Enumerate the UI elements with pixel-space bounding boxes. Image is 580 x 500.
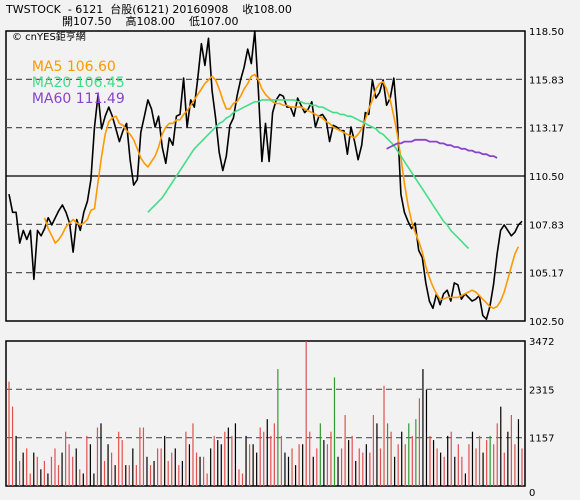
volume-tick-label: 3472 [529,337,554,348]
legend-ma60: MA60 111.49 [14,75,125,123]
legend-ma60-value: 111.49 [75,91,125,107]
series-line-ma5 [43,73,520,310]
price-tick-label: 105.17 [529,269,564,280]
legend-ma5-value: 106.60 [66,59,116,75]
price-panel: 118.50 115.83 113.17 110.50 107.83 105.17 102.… [5,27,564,328]
series-line-ma60 [386,138,498,159]
price-tick-label: 118.50 [529,27,564,38]
legend-ma5-name: MA5 [31,59,63,75]
legend-ma20: MA20 106.45 [14,59,125,107]
legend-ma20-name: MA20 [31,75,72,91]
volume-panel: 3472 2315 1157 0 [5,337,554,499]
price-tick-label: 110.50 [529,172,564,183]
volume-tick-label: 2315 [529,385,554,396]
header-line-1: TWSTOCK - 6121 台股(6121) 20160908 收108.00 [6,3,292,16]
legend-ma20-value: 106.45 [75,75,125,91]
legend-ma60-name: MA60 [31,91,72,107]
legend-ma5: MA5 106.60 [14,43,116,91]
price-tick-label: 113.17 [529,124,564,135]
volume-plot-frame [5,340,526,487]
price-tick-label: 115.83 [529,75,564,86]
copyright-label: © cnYES鉅亨網 [12,32,86,43]
price-tick-label: 107.83 [529,220,564,231]
price-tick-label: 102.50 [529,317,564,328]
volume-tick-label: 1157 [529,434,554,445]
volume-tick-label: 0 [529,488,535,499]
header-line-2: 開107.50 高108.00 低107.00 [62,15,239,28]
series-line-ma20 [147,99,470,250]
